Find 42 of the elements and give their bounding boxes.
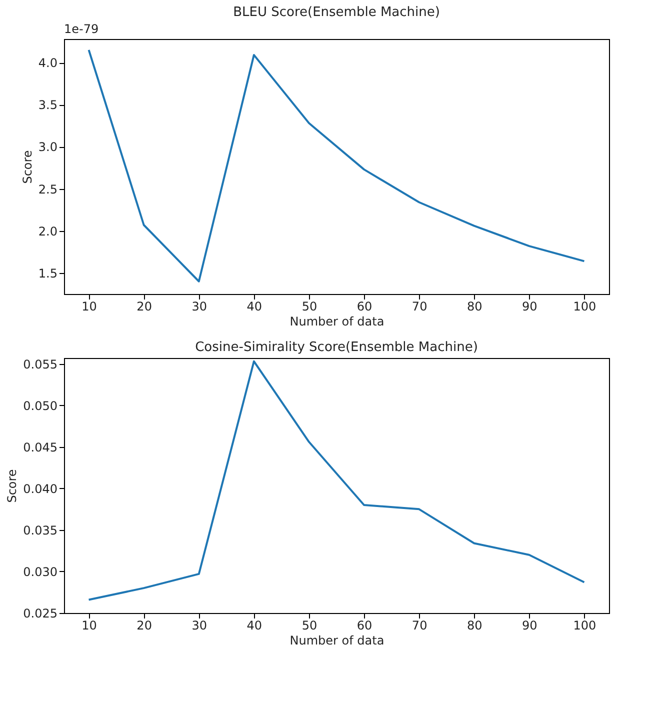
- y-tick-label: 0.040: [23, 482, 58, 496]
- x-tick-label: 40: [246, 300, 262, 314]
- y-tick-label: 0.025: [23, 606, 58, 620]
- x-axis-title: Number of data: [290, 634, 384, 648]
- x-tick-label: 20: [136, 300, 152, 314]
- y-tick-label: 1.5: [38, 266, 58, 280]
- y-tick-label: 4.0: [38, 56, 58, 70]
- x-tick-label: 10: [82, 300, 97, 314]
- y-tick-label: 0.045: [23, 440, 58, 454]
- y-axis-title: Score: [5, 469, 20, 503]
- x-tick-label: 100: [573, 618, 596, 632]
- y-tick-label: 3.5: [38, 98, 58, 112]
- x-tick-label: 90: [522, 618, 538, 632]
- y-tick-label: 2.0: [38, 224, 58, 238]
- x-tick-label: 80: [466, 300, 482, 314]
- x-tick-label: 20: [136, 618, 152, 632]
- x-tick-label: 50: [302, 618, 318, 632]
- x-tick-label: 10: [82, 618, 97, 632]
- x-tick-label: 90: [522, 300, 538, 314]
- line-series: [88, 360, 586, 601]
- x-tick-label: 40: [246, 618, 262, 632]
- x-tick-label: 100: [573, 300, 596, 314]
- chart-title: Cosine-Simirality Score(Ensemble Machine): [195, 340, 478, 355]
- y-tick-label: 0.050: [23, 398, 58, 413]
- x-tick-label: 60: [356, 300, 372, 314]
- text: 1e-79: [64, 22, 99, 36]
- x-tick-label: 70: [412, 618, 428, 632]
- x-tick-label: 60: [356, 618, 372, 632]
- x-tick-label: 70: [412, 300, 428, 314]
- x-tick-label: 80: [466, 618, 482, 632]
- y-tick-label: 0.055: [23, 357, 58, 372]
- y-tick-label: 0.035: [23, 523, 58, 538]
- y-tick-label: 2.5: [38, 182, 58, 196]
- x-tick-label: 30: [192, 618, 208, 632]
- y-axis-title: Score: [20, 150, 34, 184]
- x-tick-label: 50: [302, 300, 318, 314]
- chart-title: BLEU Score(Ensemble Machine): [233, 5, 440, 20]
- x-tick-label: 30: [192, 300, 208, 314]
- y-tick-label: 0.030: [23, 564, 58, 579]
- x-axis-title: Number of data: [290, 314, 384, 328]
- y-tick-label: 3.0: [38, 140, 58, 154]
- line-series: [88, 48, 586, 282]
